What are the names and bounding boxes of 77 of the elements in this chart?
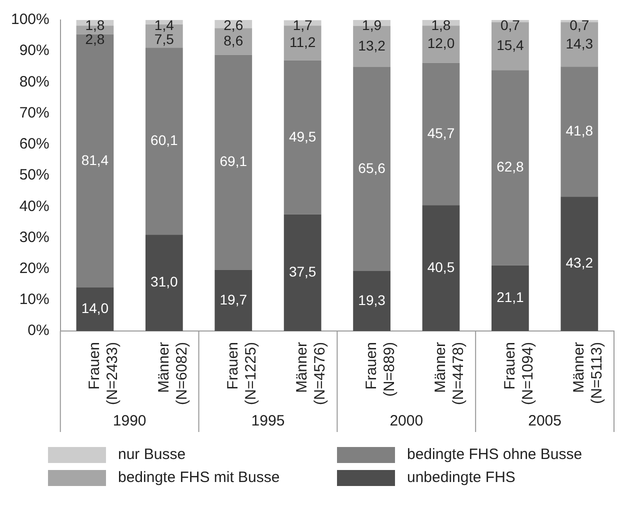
bar bbox=[214, 54, 252, 270]
data-label: 8,6 bbox=[224, 32, 244, 48]
y-tick-label: 50% bbox=[19, 166, 50, 184]
data-label: 15,4 bbox=[496, 36, 524, 53]
legend-label: bedingte FHS mit Busse bbox=[118, 469, 280, 486]
bar bbox=[560, 66, 598, 197]
x-tick-label: Männer (N=5113) bbox=[570, 342, 606, 404]
bar bbox=[76, 34, 114, 288]
y-tick-label: 70% bbox=[19, 104, 50, 122]
data-label: 65,6 bbox=[358, 160, 386, 176]
data-label: 43,2 bbox=[566, 254, 594, 271]
data-label: 11,2 bbox=[289, 34, 316, 50]
data-label: 2,6 bbox=[224, 16, 244, 33]
bar bbox=[560, 196, 598, 332]
y-tick-label: 90% bbox=[19, 42, 50, 60]
legend-label: bedingte FHS ohne Busse bbox=[407, 446, 582, 463]
bar bbox=[353, 271, 390, 332]
data-label: 60,1 bbox=[150, 132, 178, 148]
data-label: 1,9 bbox=[362, 16, 382, 33]
data-label: 7,5 bbox=[154, 30, 174, 47]
data-label: 14,3 bbox=[566, 35, 594, 52]
y-tick-label: 100% bbox=[10, 11, 50, 28]
data-label: 49,5 bbox=[288, 128, 316, 144]
x-tick-label: Frauen (N=2433) bbox=[86, 342, 122, 405]
text: 1990 bbox=[112, 412, 146, 430]
bar bbox=[284, 60, 322, 214]
data-label: 0,7 bbox=[570, 16, 590, 33]
bar bbox=[492, 265, 529, 332]
data-label: 37,5 bbox=[288, 264, 316, 280]
data-label: 14,0 bbox=[81, 300, 109, 316]
x-tick-label: Frauen (N=1094) bbox=[501, 342, 536, 405]
data-label: 40,5 bbox=[427, 258, 455, 275]
y-tick-label: 80% bbox=[19, 73, 50, 90]
text: 2000 bbox=[390, 412, 424, 430]
data-label: 0,7 bbox=[500, 16, 520, 33]
bar bbox=[76, 288, 114, 332]
data-label: 31,0 bbox=[150, 274, 178, 290]
y-tick-label: 30% bbox=[19, 228, 50, 246]
x-tick-label: Frauen (N=1225) bbox=[224, 342, 260, 405]
bar bbox=[145, 48, 183, 235]
data-label: 12,0 bbox=[427, 35, 455, 52]
bar bbox=[492, 70, 529, 266]
data-label: 2,8 bbox=[85, 30, 105, 47]
data-label: 1,4 bbox=[154, 16, 174, 33]
data-label: 62,8 bbox=[496, 158, 524, 175]
bar bbox=[214, 270, 252, 332]
data-label: 1,7 bbox=[292, 17, 313, 34]
y-tick-label: 20% bbox=[19, 260, 50, 277]
text: 2005 bbox=[528, 412, 562, 430]
x-tick-label: Männer (N=4576) bbox=[294, 342, 329, 405]
data-label: 19,7 bbox=[220, 291, 248, 308]
bar bbox=[145, 234, 183, 332]
y-tick-label: 40% bbox=[19, 198, 50, 215]
bar bbox=[284, 214, 322, 332]
data-label: 41,8 bbox=[566, 122, 594, 139]
data-label: 81,4 bbox=[81, 152, 109, 168]
y-tick-label: 60% bbox=[19, 136, 50, 153]
data-label: 69,1 bbox=[220, 153, 248, 170]
bar bbox=[560, 22, 598, 67]
bar bbox=[353, 66, 390, 272]
data-label: 45,7 bbox=[427, 124, 455, 141]
data-label: 19,3 bbox=[358, 292, 386, 308]
y-tick-label: 10% bbox=[19, 291, 50, 308]
y-tick-label: 0% bbox=[28, 322, 50, 340]
text: 1995 bbox=[251, 412, 285, 430]
x-tick-label: Frauen (N=889) bbox=[362, 342, 398, 397]
data-label: 1,8 bbox=[85, 16, 105, 33]
legend-label: unbedingte FHS bbox=[407, 469, 516, 486]
legend-label: nur Busse bbox=[118, 446, 186, 463]
x-tick-label: Männer (N=6082) bbox=[155, 342, 190, 405]
bar bbox=[422, 62, 460, 206]
bar bbox=[492, 22, 529, 70]
x-tick-label: Männer (N=4478) bbox=[432, 342, 468, 405]
data-label: 1,8 bbox=[431, 16, 451, 33]
data-label: 21,1 bbox=[496, 289, 524, 306]
bar bbox=[422, 205, 460, 332]
data-label: 13,2 bbox=[358, 37, 386, 54]
